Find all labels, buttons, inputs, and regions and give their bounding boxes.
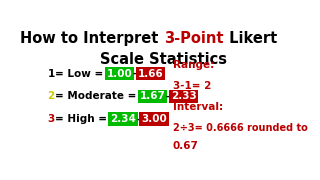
Text: –: –: [136, 114, 141, 124]
Text: 2÷3= 0.6666 rounded to: 2÷3= 0.6666 rounded to: [173, 123, 308, 133]
Text: 1: 1: [47, 69, 55, 79]
Text: Scale Statistics: Scale Statistics: [100, 52, 228, 67]
Text: Likert: Likert: [223, 31, 277, 46]
Text: 3: 3: [47, 114, 55, 124]
Text: 0.67: 0.67: [173, 141, 198, 151]
Text: 2.33: 2.33: [171, 91, 196, 102]
Text: 2.34: 2.34: [110, 114, 136, 124]
Text: 3.00: 3.00: [141, 114, 167, 124]
Text: –: –: [132, 69, 138, 79]
Text: 2: 2: [47, 91, 55, 102]
Text: = High =: = High =: [55, 114, 110, 124]
Text: 3-Point: 3-Point: [164, 31, 223, 46]
Text: Interval:: Interval:: [173, 102, 223, 112]
Text: 1.67: 1.67: [140, 91, 165, 102]
Text: 1.00: 1.00: [107, 69, 132, 79]
Text: = Moderate =: = Moderate =: [55, 91, 140, 102]
Text: 3-1= 2: 3-1= 2: [173, 81, 211, 91]
Text: = Low =: = Low =: [55, 69, 107, 79]
Text: Range:: Range:: [173, 60, 214, 70]
Text: 1.66: 1.66: [138, 69, 163, 79]
Text: How to Interpret: How to Interpret: [20, 31, 164, 46]
Text: –: –: [165, 91, 171, 102]
